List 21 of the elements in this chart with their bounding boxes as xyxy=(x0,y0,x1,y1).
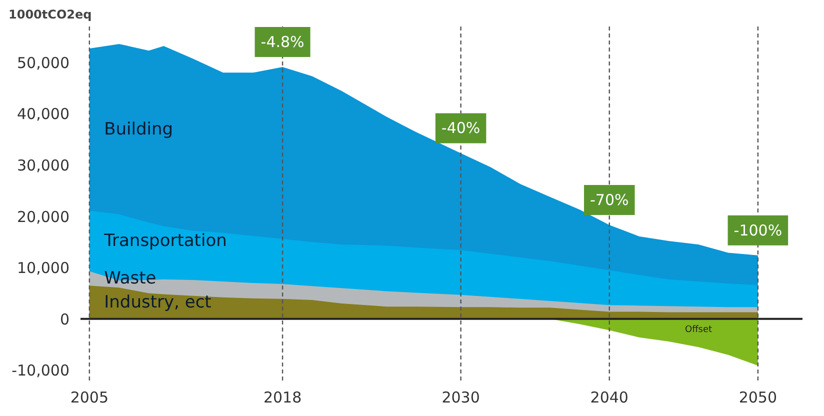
y-tick-label: -10,000 xyxy=(12,362,70,380)
annotation: -4.8% xyxy=(260,33,304,52)
x-tick-label: 2040 xyxy=(590,388,628,406)
y-tick-label: 40,000 xyxy=(17,105,70,124)
series-label: Offset xyxy=(684,325,712,336)
y-tick-label: 20,000 xyxy=(17,208,70,226)
x-tick-label: 2005 xyxy=(70,388,109,406)
y-tick-label: 0 xyxy=(60,310,70,328)
annotation: -70% xyxy=(590,191,629,210)
annotation: -40% xyxy=(441,119,480,138)
y-tick-label: 50,000 xyxy=(17,54,70,72)
series-label: Transportation xyxy=(103,230,227,251)
series-label: Industry, ect xyxy=(104,292,212,312)
annotation: -100% xyxy=(734,221,782,240)
y-axis-title: 1000tCO2eq xyxy=(8,8,92,22)
x-tick-label: 2018 xyxy=(263,388,302,406)
series-label: Building xyxy=(104,120,174,140)
y-tick-label: 10,000 xyxy=(17,259,70,278)
y-tick-label: 30,000 xyxy=(17,156,70,175)
x-tick-label: 2050 xyxy=(738,388,778,406)
x-tick-label: 2030 xyxy=(442,388,480,406)
